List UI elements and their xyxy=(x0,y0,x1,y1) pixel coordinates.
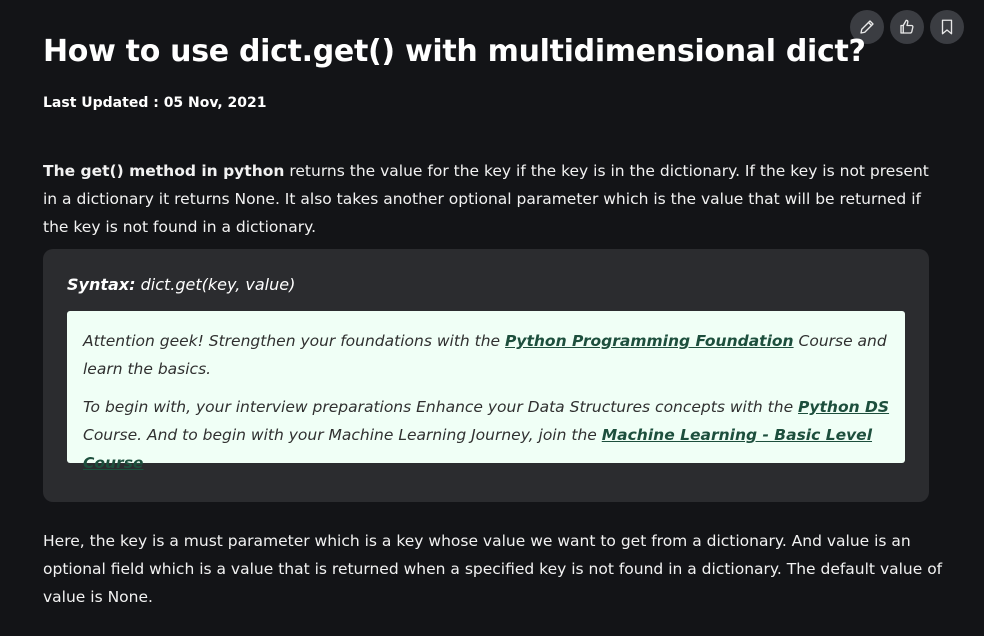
notice-text-1: Attention geek! Strengthen your foundati… xyxy=(83,332,506,350)
page-title: How to use dict.get() with multidimensio… xyxy=(43,34,866,69)
thumbs-up-icon xyxy=(900,19,914,34)
machine-learning-link[interactable]: Machine Learning - Basic Level Course xyxy=(83,426,873,472)
last-updated: Last Updated : 05 Nov, 2021 xyxy=(43,95,267,111)
bookmark-icon xyxy=(941,19,953,35)
python-foundation-link[interactable]: Python Programming Foundation xyxy=(505,332,794,350)
intro-bold-text: The get() method in python xyxy=(43,162,285,180)
pencil-icon xyxy=(860,20,874,34)
syntax-label: Syntax: xyxy=(67,275,136,294)
notice-line-1: Attention geek! Strengthen your foundati… xyxy=(67,311,905,383)
explanation-paragraph: Here, the key is a must parameter which … xyxy=(43,532,943,606)
intro-paragraph: The get() method in python returns the v… xyxy=(43,157,943,241)
notice-line-2: To begin with, your interview preparatio… xyxy=(67,393,905,477)
edit-button[interactable] xyxy=(850,10,884,44)
article-toolbar xyxy=(850,10,964,44)
notice-text-3: To begin with, your interview preparatio… xyxy=(83,398,799,416)
last-updated-date: 05 Nov, 2021 xyxy=(163,95,267,111)
syntax-box: Syntax: dict.get(key, value) Attention g… xyxy=(43,249,929,502)
bookmark-button[interactable] xyxy=(930,10,964,44)
notice-text-4: Course. And to begin with your Machine L… xyxy=(83,426,602,444)
python-ds-link[interactable]: Python DS xyxy=(798,398,890,416)
like-button[interactable] xyxy=(890,10,924,44)
syntax-code: dict.get(key, value) xyxy=(135,275,296,294)
syntax-line: Syntax: dict.get(key, value) xyxy=(67,275,295,294)
intro-text: returns the value for the key if the key… xyxy=(43,162,929,236)
notice-box: Attention geek! Strengthen your foundati… xyxy=(67,311,905,472)
last-updated-label: Last Updated : xyxy=(43,95,164,111)
notice-text-2: Course and learn the basics. xyxy=(83,332,887,378)
